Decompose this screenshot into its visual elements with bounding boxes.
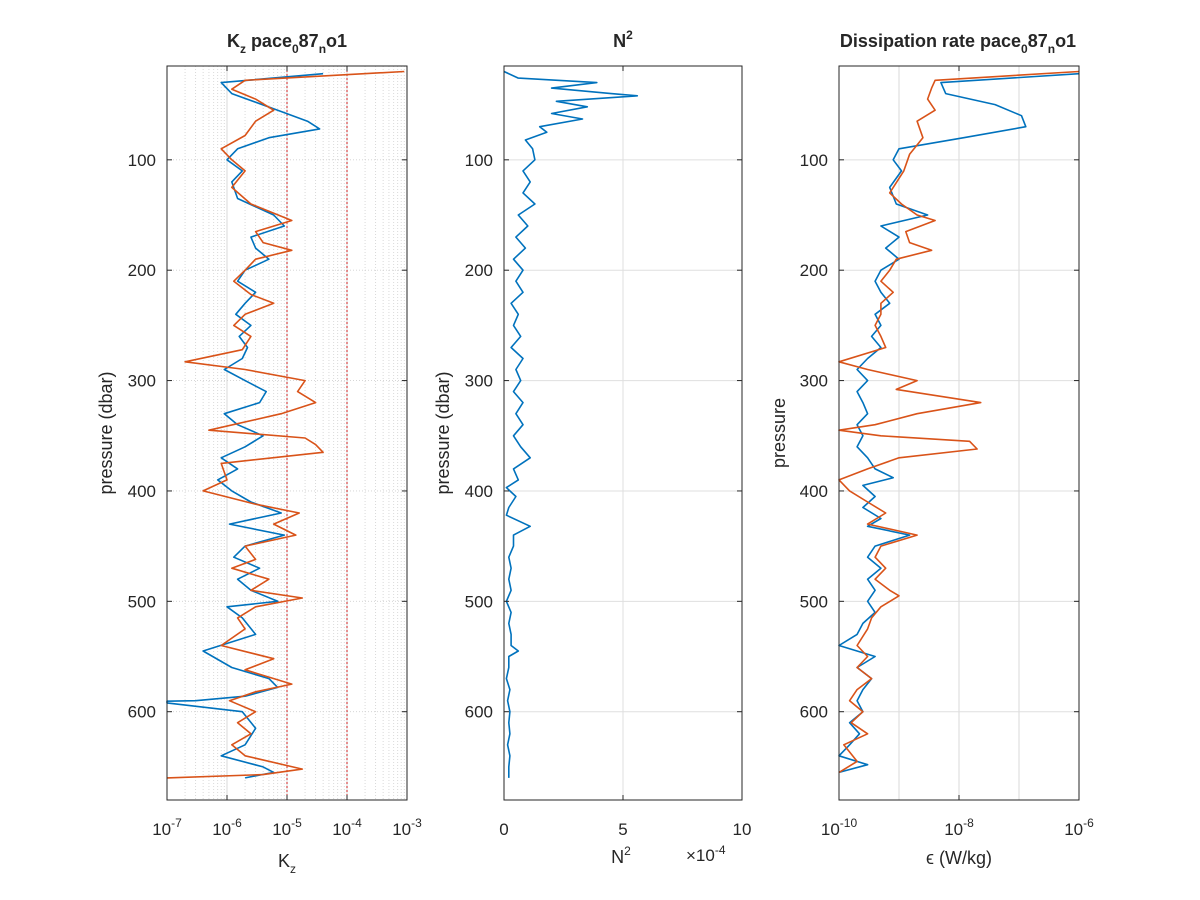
- x-tick-label: 10-5: [272, 816, 302, 839]
- x-tick-label: 10-7: [152, 816, 182, 839]
- x-tick-label: 0: [499, 820, 508, 839]
- n2-x-multiplier: ×10-4: [686, 843, 726, 865]
- x-tick-label: 10-4: [332, 816, 362, 839]
- dissipation-y-axis-label: pressure: [769, 398, 789, 468]
- y-tick-label: 600: [465, 703, 493, 722]
- x-tick-label: 10-3: [392, 816, 422, 839]
- panel-n2: N2 100 200 300 400 500 600 0 5 10 N2 ×10-4 press…: [433, 28, 751, 867]
- dissipation-x-axis-label: ϵ (W/kg): [926, 848, 992, 868]
- n2-series-1-line: [503, 70, 639, 778]
- y-tick-label: 200: [128, 261, 156, 280]
- panel-kz: Kz pace087no1 100 200 300 400 500 600 10-7 10-6…: [96, 31, 422, 876]
- y-tick-label: 400: [465, 482, 493, 501]
- y-tick-label: 500: [128, 592, 156, 611]
- y-tick-label: 600: [800, 703, 828, 722]
- y-tick-label: 300: [800, 372, 828, 391]
- y-tick-label: 500: [800, 592, 828, 611]
- dissipation-series-1-line: [838, 72, 1080, 774]
- kz-ticks: 100 200 300 400 500 600 10-7 10-6 10-5 10-4 10-3: [128, 66, 422, 839]
- y-tick-label: 200: [800, 261, 828, 280]
- y-tick-label: 400: [800, 482, 828, 501]
- y-tick-label: 400: [128, 482, 156, 501]
- n2-x-axis-label: N2: [611, 844, 631, 867]
- panel-dissipation: Dissipation rate pace087no1 100 200 300 400…: [769, 31, 1094, 868]
- x-tick-label: 10-6: [1064, 816, 1094, 839]
- x-tick-label: 10-6: [212, 816, 242, 839]
- n2-y-axis-label: pressure (dbar): [433, 371, 453, 494]
- dissipation-ticks: 100 200 300 400 500 600 10-10 10-8 10-6: [800, 66, 1094, 839]
- x-tick-label: 10-10: [821, 816, 858, 839]
- y-tick-label: 200: [465, 261, 493, 280]
- x-tick-label: 10: [733, 820, 752, 839]
- y-tick-label: 100: [800, 151, 828, 170]
- kz-title: Kz pace087no1: [227, 31, 347, 56]
- x-tick-label: 5: [618, 820, 627, 839]
- n2-ticks: 100 200 300 400 500 600 0 5 10: [465, 66, 752, 839]
- kz-series: [166, 70, 405, 779]
- y-tick-label: 100: [465, 151, 493, 170]
- y-tick-label: 300: [465, 372, 493, 391]
- kz-series-2-line: [166, 70, 405, 779]
- y-tick-label: 500: [465, 592, 493, 611]
- kz-y-axis-label: pressure (dbar): [96, 371, 116, 494]
- x-tick-label: 10-8: [944, 816, 974, 839]
- y-tick-label: 600: [128, 703, 156, 722]
- y-tick-label: 100: [128, 151, 156, 170]
- dissipation-title: Dissipation rate pace087no1: [840, 31, 1076, 56]
- n2-title: N2: [613, 28, 633, 51]
- kz-x-axis-label: Kz: [278, 851, 296, 876]
- n2-series: [503, 70, 639, 778]
- y-tick-label: 300: [128, 372, 156, 391]
